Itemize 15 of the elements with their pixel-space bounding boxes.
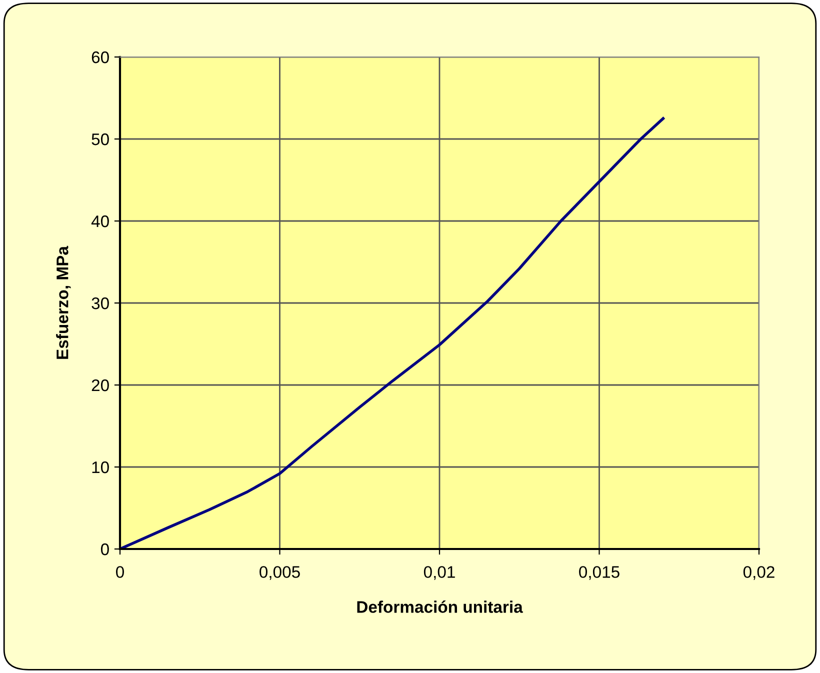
y-tick-label: 40 bbox=[91, 215, 109, 228]
y-tick-label: 50 bbox=[92, 133, 109, 146]
x-tick-label: 0,01 bbox=[424, 566, 455, 580]
y-tick-label: 0 bbox=[100, 543, 109, 556]
y-axis-title: Esfuerzo, MPa bbox=[56, 246, 71, 359]
y-tick-label: 10 bbox=[92, 461, 109, 474]
x-tick-label: 0,02 bbox=[743, 566, 774, 580]
x-tick-label: 0,015 bbox=[579, 566, 620, 580]
y-tick-label: 20 bbox=[92, 379, 109, 392]
line-series bbox=[120, 117, 665, 549]
y-tick-label: 60 bbox=[92, 51, 109, 64]
x-axis-title: Deformación unitaria bbox=[357, 600, 523, 613]
x-tick-label: 0,005 bbox=[260, 566, 300, 580]
x-tick-label: 0 bbox=[116, 566, 124, 578]
y-tick-label: 30 bbox=[92, 297, 109, 310]
